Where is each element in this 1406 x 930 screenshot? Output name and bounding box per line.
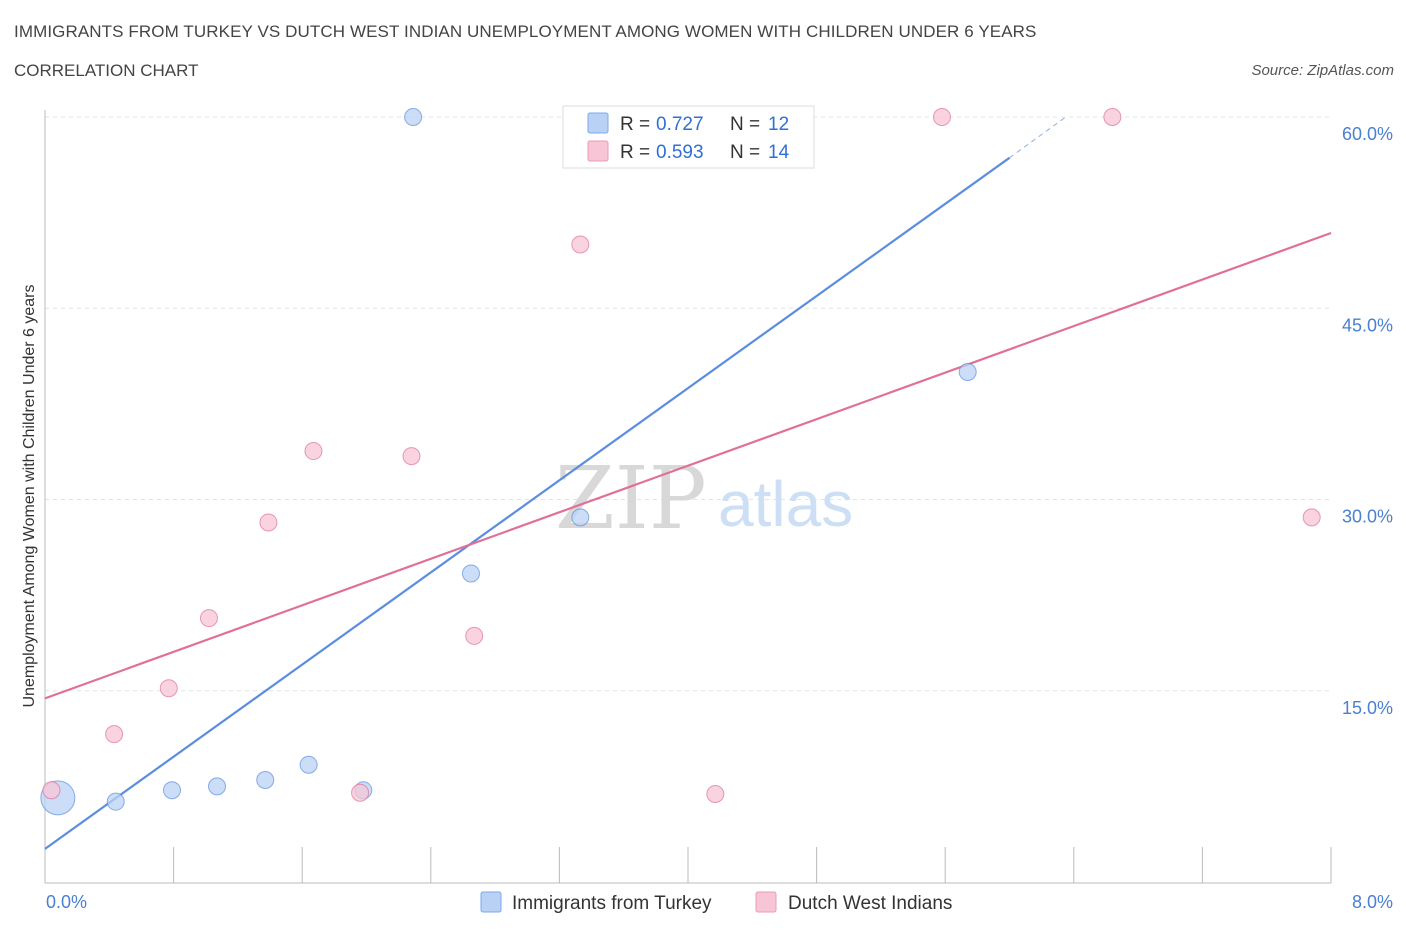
point-s1-5: [304, 442, 323, 461]
legend-r-label-turkey: R =: [620, 114, 650, 135]
y-tick-label-60: 60.0%: [1342, 124, 1393, 144]
legend-r-value-turkey: 0.727: [656, 114, 704, 135]
point-s1-10: [706, 785, 725, 804]
trend-line-1: [44, 231, 1332, 700]
point-s1-9: [571, 235, 590, 254]
point-s0-11: [958, 363, 977, 381]
bottom-legend-swatch-turkey: [480, 891, 502, 913]
x-ticks: [44, 847, 1332, 883]
data-points: [40, 108, 1321, 816]
watermark-zip: ZIP: [555, 449, 707, 549]
chart-subtitle: CORRELATION CHART: [14, 61, 199, 80]
point-s1-2: [159, 679, 178, 698]
point-s0-9: [571, 508, 590, 527]
point-s0-5: [299, 755, 318, 774]
point-s0-4: [256, 771, 275, 789]
point-s0-2: [162, 781, 181, 800]
legend-r-value-dutch: 0.593: [656, 142, 704, 163]
point-s1-3: [199, 609, 218, 628]
point-s1-0: [42, 781, 61, 800]
point-s1-12: [1103, 108, 1122, 126]
y-tick-label-45: 45.0%: [1342, 315, 1393, 335]
gridlines: [45, 116, 1331, 692]
legend-n-value-dutch: 14: [768, 142, 790, 163]
point-s0-8: [461, 564, 480, 583]
point-s1-4: [259, 513, 278, 532]
point-s0-7: [404, 108, 423, 126]
y-tick-label-15: 15.0%: [1342, 698, 1393, 718]
trend-lines: [44, 116, 1332, 850]
top-legend: R = 0.727 N = 12 R = 0.593 N = 14: [562, 105, 815, 169]
watermark: ZIP atlas: [555, 449, 853, 549]
point-s1-8: [465, 626, 484, 645]
bottom-legend-label-turkey: Immigrants from Turkey: [512, 893, 712, 914]
legend-swatch-turkey: [587, 112, 609, 134]
source-label: Source: ZipAtlas.com: [1251, 62, 1394, 79]
legend-n-label-dutch: N =: [730, 142, 760, 163]
point-s1-13: [1302, 508, 1321, 527]
bottom-legend-swatch-dutch: [755, 891, 777, 913]
chart-title: IMMIGRANTS FROM TURKEY VS DUTCH WEST IND…: [14, 22, 1037, 41]
bottom-legend-label-dutch: Dutch West Indians: [788, 893, 952, 914]
point-s1-7: [402, 447, 421, 466]
point-s0-1: [106, 792, 125, 811]
point-s1-11: [932, 108, 951, 126]
legend-r-label-dutch: R =: [620, 142, 650, 163]
x-tick-label-max: 8.0%: [1352, 892, 1393, 912]
trend-line-0: [44, 156, 1011, 850]
legend-n-value-turkey: 12: [768, 114, 789, 135]
y-axis-label: Unemployment Among Women with Children U…: [21, 284, 38, 707]
point-s1-6: [351, 783, 370, 802]
y-tick-label-30: 30.0%: [1342, 507, 1393, 527]
point-s1-1: [105, 725, 124, 744]
legend-n-label-turkey: N =: [730, 114, 760, 135]
watermark-atlas: atlas: [718, 468, 853, 540]
x-tick-label-min: 0.0%: [46, 892, 87, 912]
bottom-legend: Immigrants from Turkey Dutch West Indian…: [480, 891, 952, 914]
y-tick-labels: 15.0% 30.0% 45.0% 60.0%: [1342, 124, 1393, 718]
point-s0-3: [208, 777, 227, 796]
legend-swatch-dutch: [587, 140, 609, 162]
trend-line-extension-0: [1009, 116, 1067, 159]
